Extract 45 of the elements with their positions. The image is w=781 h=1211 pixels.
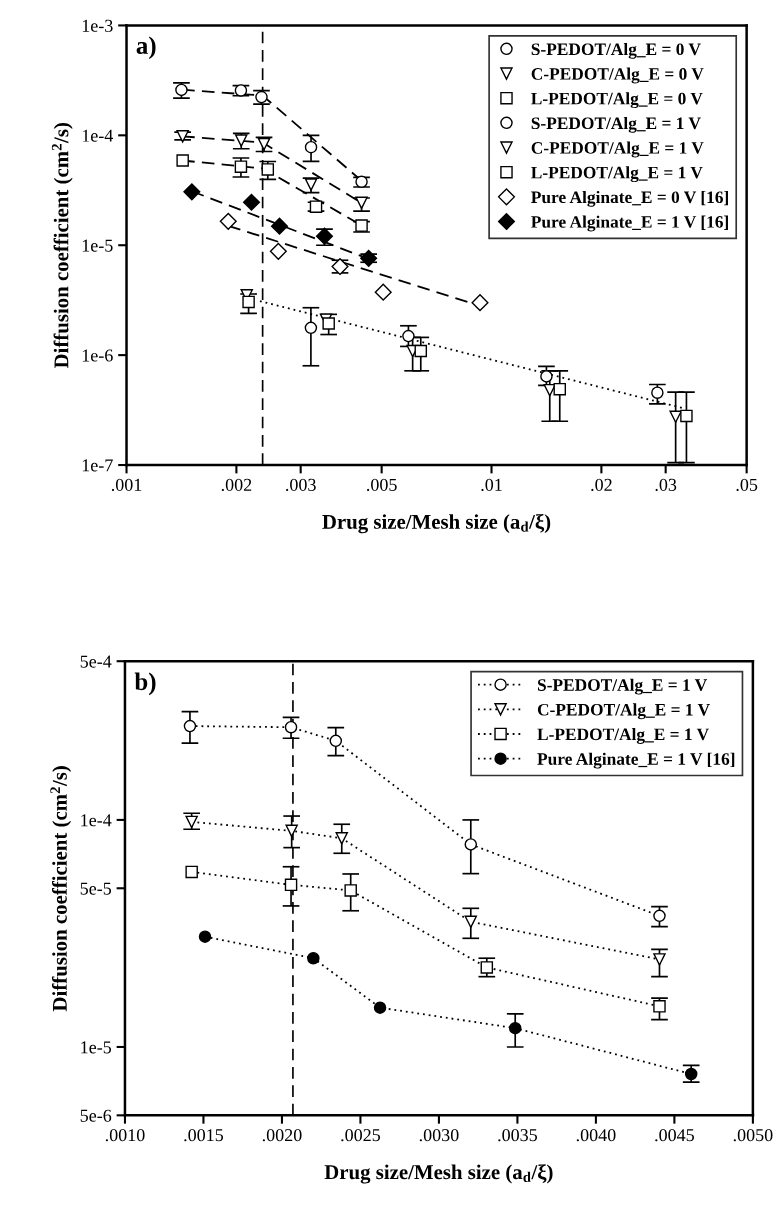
x-tick-label: .005 bbox=[367, 478, 397, 491]
legend-label: Pure Alginate_E = 1 V [16] bbox=[531, 215, 728, 232]
x-tick-label: .0035 bbox=[498, 1129, 538, 1142]
legend-label: C-PEDOT/Alg_E = 0 V bbox=[531, 67, 704, 84]
legend-label: C-PEDOT/Alg_E = 1 V bbox=[531, 141, 704, 158]
x-axis-title: Drug size/Mesh size (a$_{d}$/ξ) bbox=[322, 514, 551, 534]
x-tick-label: .0020 bbox=[262, 1129, 302, 1142]
x-tick-label: .01 bbox=[481, 478, 502, 491]
legend-label: Pure Alginate_E = 0 V [16] bbox=[531, 190, 728, 207]
legend-label: S-PEDOT/Alg_E = 0 V bbox=[531, 42, 701, 59]
y-axis-title: Diffusion coefficient (cm$^{2}$/s) bbox=[51, 123, 73, 369]
legend-label: S-PEDOT/Alg_E = 1 V bbox=[531, 116, 701, 133]
y-tick-label: 1e-5 bbox=[81, 1041, 112, 1054]
legend-label: Pure Alginate_E = 1 V [16] bbox=[537, 752, 735, 769]
legend-label: L-PEDOT/Alg_E = 0 V bbox=[531, 92, 703, 109]
x-tick-label: .002 bbox=[221, 478, 252, 491]
x-tick-label: .001 bbox=[111, 478, 142, 491]
x-tick-label: .003 bbox=[286, 478, 316, 491]
x-tick-label: .0045 bbox=[655, 1129, 694, 1142]
x-tick-label: .0015 bbox=[184, 1129, 224, 1142]
x-tick-label: .0030 bbox=[419, 1129, 459, 1142]
y-tick-label: 1e-4 bbox=[81, 814, 112, 827]
x-tick-label: .0025 bbox=[341, 1129, 381, 1142]
y-tick-label: 1e-4 bbox=[82, 129, 114, 142]
x-tick-label: .0010 bbox=[105, 1129, 145, 1142]
x-tick-label: .05 bbox=[736, 478, 758, 491]
x-tick-label: .03 bbox=[655, 478, 677, 491]
legend-label: C-PEDOT/Alg_E = 1 V bbox=[537, 703, 710, 720]
x-axis-title: Drug size/Mesh size (a$_{d}$/ξ) bbox=[324, 1164, 553, 1184]
legend-label: L-PEDOT/Alg_E = 1 V bbox=[531, 166, 703, 183]
x-tick-label: .02 bbox=[591, 478, 612, 491]
x-tick-label: .0040 bbox=[576, 1129, 616, 1142]
annotation: a) bbox=[136, 36, 156, 60]
annotation: b) bbox=[134, 672, 156, 696]
legend-label: L-PEDOT/Alg_E = 1 V bbox=[537, 728, 709, 744]
x-tick-label: .0050 bbox=[733, 1129, 773, 1142]
y-tick-label: 1e-7 bbox=[82, 459, 113, 472]
y-tick-label: 5e-4 bbox=[80, 655, 112, 668]
y-tick-label: 1e-3 bbox=[82, 19, 113, 32]
y-tick-label: 5e-5 bbox=[80, 882, 112, 895]
y-tick-label: 1e-6 bbox=[82, 349, 113, 362]
y-axis-title: Diffusion coefficient (cm$^{2}$/s) bbox=[50, 766, 72, 1012]
legend-label: S-PEDOT/Alg_E = 1 V bbox=[537, 678, 708, 695]
y-tick-label: 5e-6 bbox=[80, 1109, 112, 1122]
y-tick-label: 1e-5 bbox=[82, 239, 113, 252]
